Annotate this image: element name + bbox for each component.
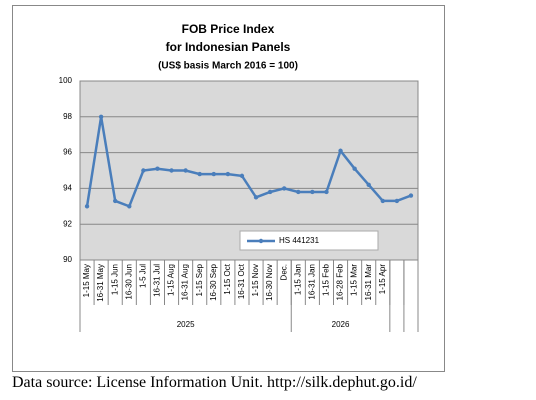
data-point xyxy=(408,193,414,198)
x-tick-label: 16-31 Mar xyxy=(364,264,373,301)
x-tick-label: Dec. xyxy=(279,264,288,280)
x-tick-label: 1-15 May xyxy=(82,264,91,297)
x-tick-label: 1-15 Sep xyxy=(195,263,204,296)
y-tick-label: 94 xyxy=(63,184,72,193)
x-tick-label: 16-30 Jun xyxy=(124,264,133,300)
data-point xyxy=(197,171,202,177)
data-point xyxy=(267,189,273,195)
data-point xyxy=(324,189,329,195)
x-tick-label: 16-30 Nov xyxy=(265,264,274,301)
chart-title: for Indonesian Panels xyxy=(166,40,291,54)
legend-swatch xyxy=(258,238,264,244)
data-point xyxy=(141,168,146,173)
source-note: Data source: License Information Unit. h… xyxy=(12,374,417,391)
x-tick-label: 16-31 May xyxy=(96,264,105,302)
legend xyxy=(239,230,379,251)
data-point xyxy=(127,204,132,209)
plot-area xyxy=(79,80,419,261)
data-point xyxy=(113,198,118,204)
data-point xyxy=(310,189,315,195)
data-point xyxy=(366,182,371,188)
x-tick-label: 1-15 Apr xyxy=(378,264,387,295)
x-tick-label: 1-5 Jul xyxy=(138,264,147,288)
x-tick-label: 1-15 Feb xyxy=(322,263,331,296)
chart-title: FOB Price Index xyxy=(182,22,275,36)
data-point xyxy=(338,148,343,154)
x-tick-label: 1-15 Mar xyxy=(350,264,359,296)
x-tick-label: 16-31 Jul xyxy=(153,264,162,297)
data-point xyxy=(394,198,400,204)
y-tick-label: 96 xyxy=(63,148,72,157)
data-point xyxy=(98,114,104,120)
data-point xyxy=(84,204,90,209)
data-point xyxy=(352,166,357,171)
y-tick-label: 92 xyxy=(63,219,72,228)
x-tick-label: 1-15 Jun xyxy=(110,264,119,295)
x-tick-label: 16-28 Feb xyxy=(336,263,345,300)
data-point xyxy=(211,171,216,177)
y-tick-label: 100 xyxy=(59,76,73,85)
series-line xyxy=(85,116,412,208)
x-group-label: 2025 xyxy=(177,320,195,329)
data-point xyxy=(169,168,174,173)
data-point xyxy=(282,186,287,191)
x-group-label: 2026 xyxy=(332,320,350,329)
legend-label: HS 441231 xyxy=(279,236,320,245)
y-tick-label: 90 xyxy=(63,255,72,264)
x-tick-label: 16-31 Aug xyxy=(181,264,190,300)
data-point xyxy=(296,189,301,195)
data-point xyxy=(183,168,188,173)
data-point xyxy=(155,166,160,171)
chart-subtitle: (US$ basis March 2016 = 100) xyxy=(158,61,298,72)
x-tick-label: 1-15 Jan xyxy=(293,264,302,295)
x-tick-label: 1-15 Oct xyxy=(223,263,232,294)
data-point xyxy=(380,198,385,204)
x-tick-label: 1-15 Nov xyxy=(251,264,260,296)
y-tick-label: 98 xyxy=(63,112,72,121)
data-point xyxy=(239,173,245,179)
chart: FOB Price Index for Indonesian Panels (U… xyxy=(12,5,445,372)
data-point xyxy=(253,195,259,200)
data-point xyxy=(225,171,231,177)
x-tick-label: 16-30 Sep xyxy=(209,263,218,300)
x-tick-label: 1-15 Aug xyxy=(167,264,176,296)
x-tick-label: 16-31 Jan xyxy=(307,264,316,300)
x-tick-label: 16-31 Oct xyxy=(237,263,246,299)
